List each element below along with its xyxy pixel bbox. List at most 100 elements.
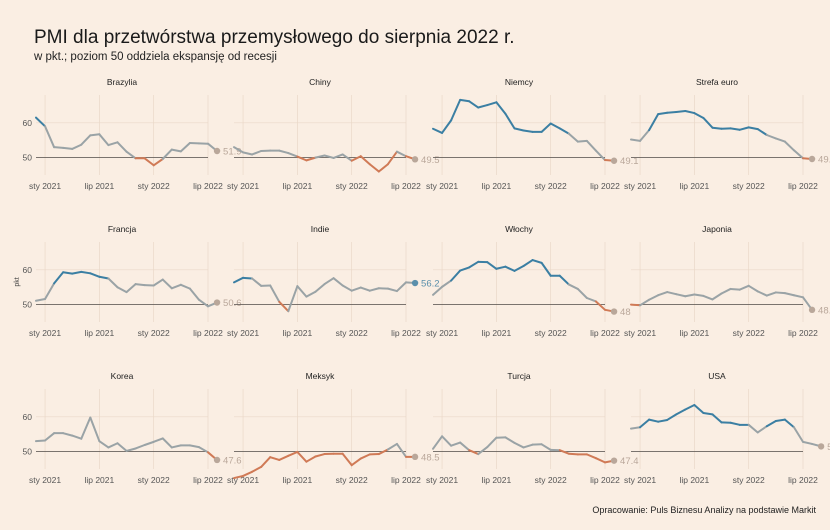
x-tick-label: sty 2022: [138, 328, 170, 338]
series-segment: [386, 150, 398, 166]
series-segment: [765, 134, 777, 140]
x-tick-label: sty 2021: [227, 475, 259, 485]
end-point: [411, 279, 419, 287]
series-segment: [513, 441, 525, 449]
series-segment: [152, 158, 164, 167]
series-segment: [152, 437, 164, 443]
end-point: [411, 156, 419, 163]
series-segment: [486, 436, 498, 449]
series-segment: [53, 146, 65, 149]
series-segment: [305, 455, 317, 463]
series-segment: [107, 277, 119, 289]
facet-title: Brazylia: [107, 77, 138, 87]
y-axis-title: pkt: [14, 277, 21, 286]
x-tick-label: lip 2021: [282, 475, 312, 485]
series-segment: [504, 265, 516, 272]
x-tick-label: lip 2022: [193, 475, 223, 485]
series-segment: [395, 281, 407, 293]
series-segment: [305, 290, 317, 298]
x-tick-label: lip 2022: [391, 475, 421, 485]
series-segment: [666, 111, 678, 114]
series-segment: [702, 412, 714, 416]
series-segment: [441, 435, 453, 447]
end-point: [411, 453, 419, 461]
end-value-label: 51.9: [223, 147, 242, 158]
series-segment: [314, 154, 326, 159]
series-segment: [495, 265, 507, 270]
chart-subtitle: w pkt.; poziom 50 oddziela ekspansję od …: [34, 51, 277, 63]
end-point: [808, 306, 816, 314]
series-segment: [459, 98, 471, 103]
series-segment: [62, 432, 74, 437]
series-segment: [350, 286, 362, 292]
series-segment: [242, 276, 254, 280]
series-segment: [98, 133, 110, 147]
series-segment: [702, 294, 714, 301]
series-segment: [675, 408, 687, 416]
x-tick-label: sty 2022: [535, 475, 567, 485]
series-segment: [648, 294, 660, 301]
x-tick-label: lip 2021: [481, 181, 511, 191]
x-tick-label: lip 2022: [391, 328, 421, 338]
series-segment: [287, 450, 299, 457]
series-segment: [242, 151, 254, 156]
end-value-label: 48.5: [421, 452, 440, 463]
series-segment: [468, 100, 480, 109]
series-segment: [666, 291, 678, 296]
series-segment: [630, 426, 642, 430]
series-segment: [693, 293, 705, 297]
series-segment: [792, 426, 804, 443]
series-segment: [738, 126, 750, 131]
series-segment: [251, 150, 263, 156]
series-segment: [522, 443, 534, 449]
series-segment: [44, 125, 56, 149]
facet-turcja: Turcja sty 2021 lip 2021 sty 2022 lip 202247…: [426, 371, 639, 485]
series-segment: [386, 442, 398, 451]
series-segment: [143, 440, 155, 446]
series-segment: [71, 270, 83, 275]
end-point: [610, 457, 618, 464]
x-tick-label: sty 2021: [426, 475, 458, 485]
series-segment: [197, 298, 209, 308]
series-segment: [386, 287, 398, 293]
x-tick-label: sty 2021: [29, 181, 61, 191]
series-segment: [477, 104, 489, 109]
x-tick-label: sty 2022: [535, 328, 567, 338]
y-tick-label: 60: [23, 265, 33, 275]
series-segment: [522, 259, 534, 267]
x-tick-label: sty 2021: [29, 475, 61, 485]
x-tick-label: sty 2021: [426, 181, 458, 191]
series-segment: [233, 276, 245, 284]
chart-caption: Opracowanie: Puls Biznesu Analizy na pod…: [592, 505, 816, 515]
facet-title: Japonia: [702, 224, 732, 234]
series-segment: [35, 298, 47, 302]
series-segment: [368, 163, 380, 173]
x-tick-label: sty 2022: [336, 181, 368, 191]
series-segment: [675, 110, 687, 114]
facet-usa: USA sty 2021 lip 2021 sty 2022 lip 2022 51.5: [624, 371, 830, 485]
series-segment: [161, 278, 173, 290]
end-point: [213, 147, 221, 155]
series-segment: [639, 418, 651, 429]
series-segment: [80, 270, 92, 275]
facet-indie: Indie sty 2021 lip 2021 sty 2022 lip 2022 56.…: [227, 224, 440, 338]
series-segment: [359, 155, 371, 166]
series-segment: [513, 265, 525, 272]
series-segment: [80, 416, 92, 440]
series-segment: [269, 456, 281, 461]
series-segment: [774, 418, 786, 422]
series-segment: [747, 126, 759, 131]
facet-brazylia: Brazylia sty 2021 lip 2021 sty 2022 lip 2022…: [23, 77, 242, 191]
x-tick-label: sty 2021: [624, 328, 656, 338]
series-segment: [486, 101, 498, 107]
facet-meksyk: Meksyk sty 2021 lip 2021 sty 2022 lip 2022 48…: [227, 371, 440, 485]
series-segment: [702, 116, 714, 129]
series-segment: [802, 440, 814, 445]
series-segment: [513, 127, 525, 132]
series-segment: [783, 140, 795, 152]
series-segment: [558, 127, 570, 135]
x-tick-label: sty 2022: [336, 475, 368, 485]
series-segment: [314, 453, 326, 458]
series-segment: [711, 292, 723, 301]
series-segment: [143, 157, 155, 167]
